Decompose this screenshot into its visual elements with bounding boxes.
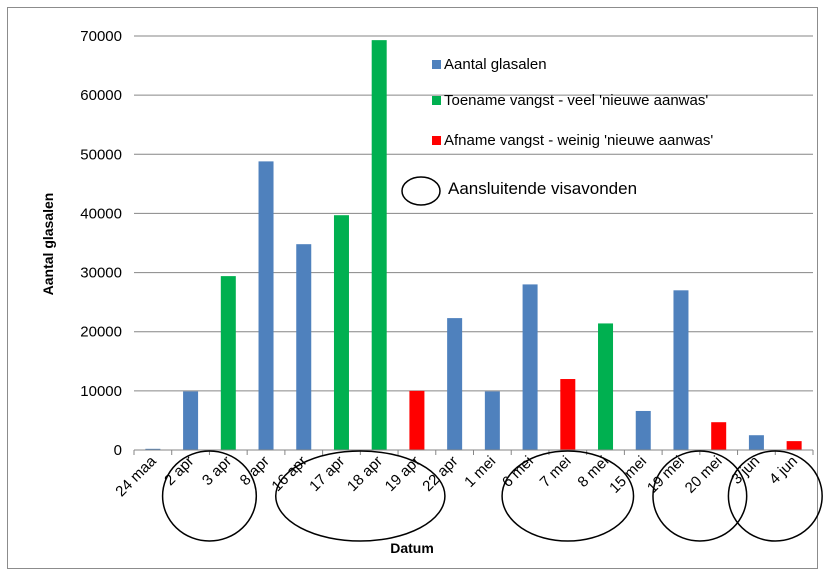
y-tick-label: 30000 xyxy=(80,265,122,282)
x-tick-label: 24 maa xyxy=(112,452,160,500)
y-tick-label: 20000 xyxy=(80,324,122,341)
legend-label: Aantal glasalen xyxy=(444,56,547,73)
x-tick-label: 7 mei xyxy=(537,453,575,491)
bar xyxy=(711,422,727,450)
x-tick-label: 2 apr xyxy=(161,453,197,489)
bar xyxy=(258,161,274,450)
legend: Aantal glasalen Toename vangst - veel 'ni… xyxy=(401,56,713,206)
bar xyxy=(447,318,463,450)
bar xyxy=(333,215,349,450)
legend-swatch xyxy=(432,96,441,105)
x-tick-label: 22 apr xyxy=(419,453,461,495)
y-tick-label: 10000 xyxy=(80,383,122,400)
bar xyxy=(635,410,651,450)
group-ellipse xyxy=(161,450,258,542)
x-tick-label: 18 apr xyxy=(344,453,386,495)
bar xyxy=(522,284,538,450)
y-tick-label: 50000 xyxy=(80,146,122,163)
x-tick-label: 20 mei xyxy=(682,453,726,497)
consecutive-evening-ellipses xyxy=(161,450,823,542)
gridlines xyxy=(134,35,813,392)
x-tick-label: 19 apr xyxy=(382,453,424,495)
x-tick-label: 3 jun xyxy=(728,453,763,488)
x-tick-label: 3 apr xyxy=(199,453,235,489)
x-tick-label: 4 jun xyxy=(766,453,801,488)
chart-frame xyxy=(7,7,818,569)
bar xyxy=(409,390,425,450)
group-ellipse xyxy=(727,450,823,542)
bar xyxy=(560,379,576,450)
legend-swatch xyxy=(432,136,441,145)
y-axis-title: Aantal glasalen xyxy=(40,193,56,296)
legend-label: Afname vangst - weinig 'nieuwe aanwas' xyxy=(444,132,713,149)
y-tick-label: 60000 xyxy=(80,87,122,104)
bar xyxy=(786,441,802,450)
group-ellipse xyxy=(275,450,446,542)
x-tick-label: 15 mei xyxy=(606,453,650,497)
x-tick-label: 16 apr xyxy=(268,453,310,495)
y-tick-label: 40000 xyxy=(80,205,122,222)
bar xyxy=(145,448,161,450)
x-tick-label: 19 mei xyxy=(644,453,688,497)
legend-swatch xyxy=(432,60,441,69)
group-ellipse xyxy=(652,450,748,542)
bar xyxy=(598,323,614,450)
x-axis-title: Datum xyxy=(390,540,434,556)
bar xyxy=(183,391,199,450)
y-tick-label: 70000 xyxy=(80,28,122,45)
bar xyxy=(748,435,764,450)
legend-label: Toename vangst - veel 'nieuwe aanwas' xyxy=(444,92,708,109)
x-tick-label: 1 mei xyxy=(461,453,499,491)
legend-ellipse-symbol xyxy=(401,176,441,206)
bar xyxy=(371,40,387,450)
legend-ellipse-label: Aansluitende visavonden xyxy=(448,179,637,198)
bar xyxy=(673,290,689,450)
bars xyxy=(145,40,802,450)
bar xyxy=(220,276,236,450)
bar xyxy=(484,391,500,450)
group-ellipse xyxy=(501,450,635,542)
bar xyxy=(296,244,312,450)
y-tick-label: 0 xyxy=(114,442,122,459)
